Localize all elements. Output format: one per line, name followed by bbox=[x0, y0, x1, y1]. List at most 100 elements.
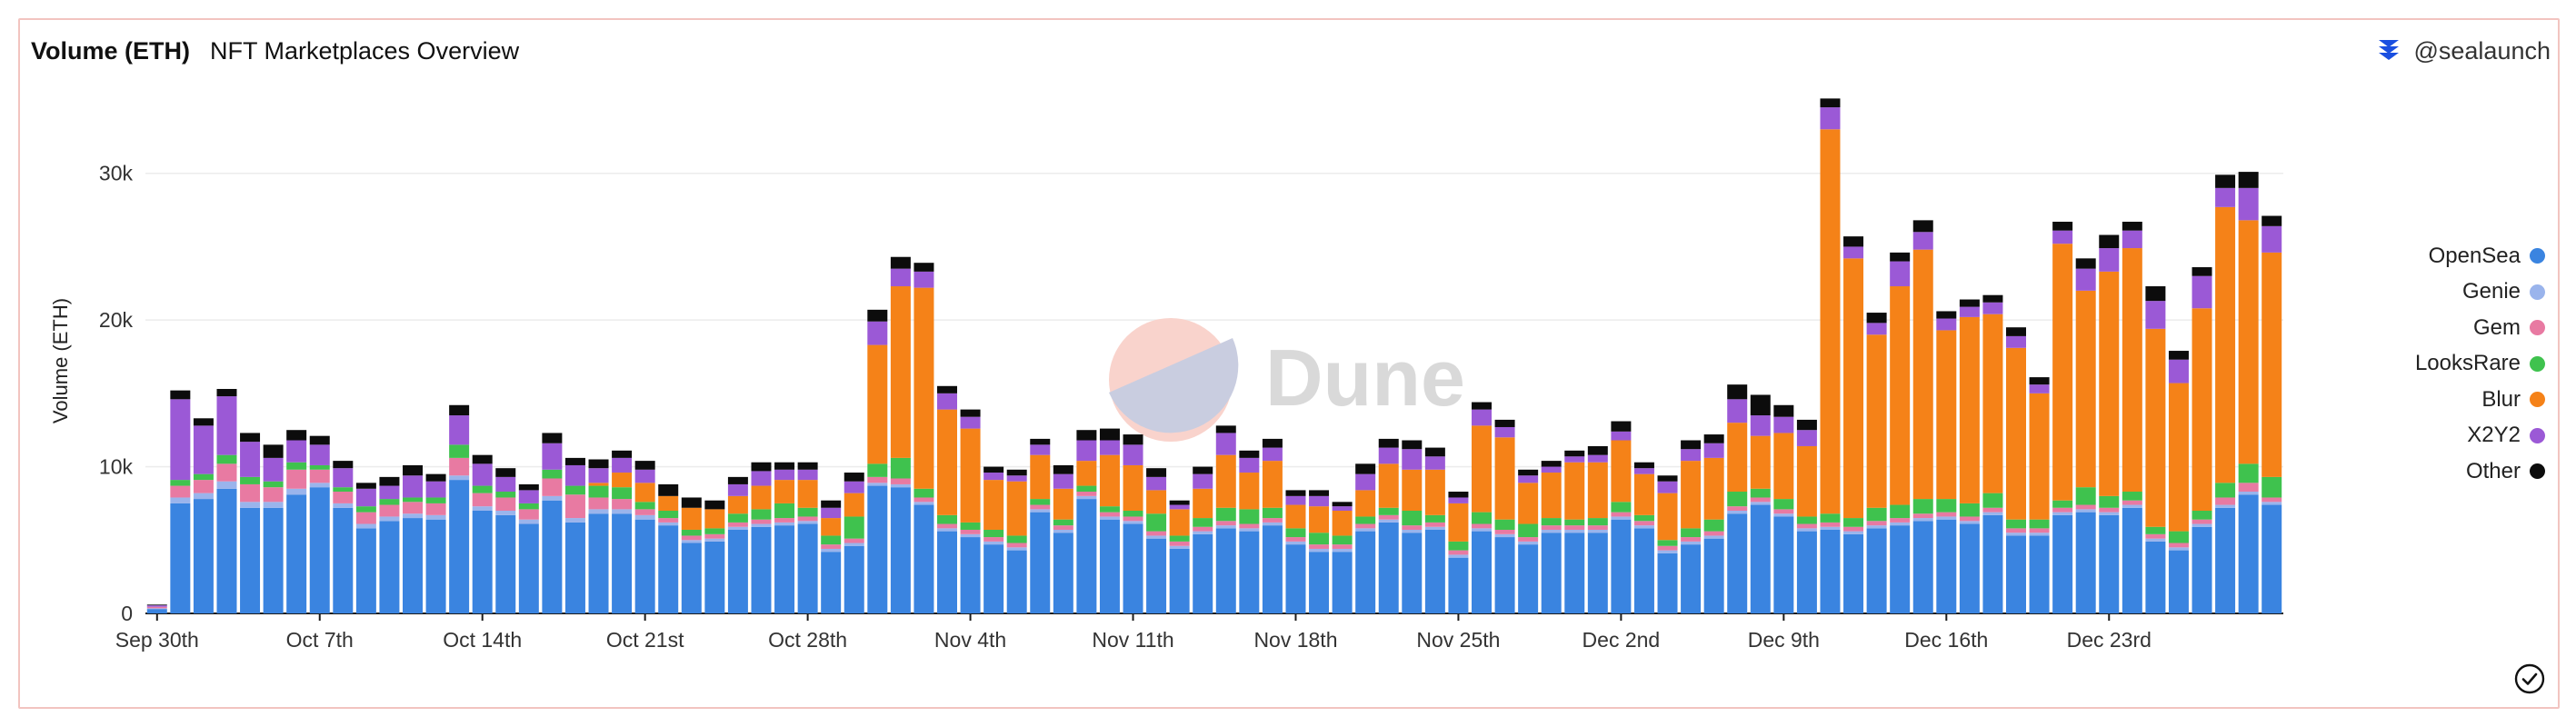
bar-segment-x2y2[interactable] bbox=[1773, 416, 1794, 433]
bar-segment-opensea[interactable] bbox=[495, 514, 516, 613]
bar-segment-blur[interactable] bbox=[1518, 483, 1539, 524]
bar-segment-gem[interactable] bbox=[1076, 492, 1097, 496]
bar-segment-opensea[interactable] bbox=[2168, 550, 2189, 613]
bar-segment-gem[interactable] bbox=[472, 493, 493, 507]
bar-segment-gem[interactable] bbox=[588, 497, 609, 510]
bar-segment-looksrare[interactable] bbox=[193, 473, 214, 481]
bar-stack[interactable] bbox=[1912, 220, 1933, 613]
bar-segment-looksrare[interactable] bbox=[797, 507, 818, 517]
bar-segment-other[interactable] bbox=[1424, 447, 1445, 457]
bar-segment-gem[interactable] bbox=[2052, 507, 2073, 513]
bar-segment-blur[interactable] bbox=[1494, 437, 1515, 520]
bar-segment-gem[interactable] bbox=[1518, 537, 1539, 542]
bar-segment-looksrare[interactable] bbox=[1285, 528, 1306, 538]
bar-segment-opensea[interactable] bbox=[1053, 533, 1073, 613]
bar-segment-looksrare[interactable] bbox=[1611, 502, 1632, 513]
bar-segment-gem[interactable] bbox=[774, 518, 795, 523]
legend-item-gem[interactable]: Gem bbox=[2363, 310, 2545, 346]
bar-segment-looksrare[interactable] bbox=[240, 476, 261, 484]
bar-segment-opensea[interactable] bbox=[1239, 531, 1260, 613]
bar-segment-blur[interactable] bbox=[1146, 490, 1167, 514]
bar-segment-looksrare[interactable] bbox=[1030, 499, 1051, 505]
bar-segment-other[interactable] bbox=[658, 483, 679, 496]
bar-segment-genie[interactable] bbox=[1681, 541, 1702, 545]
legend-item-opensea[interactable]: OpenSea bbox=[2363, 238, 2545, 274]
bar-segment-opensea[interactable] bbox=[704, 541, 725, 613]
bar-stack[interactable] bbox=[1959, 299, 1980, 613]
bar-segment-other[interactable] bbox=[542, 433, 563, 443]
bar-segment-x2y2[interactable] bbox=[216, 396, 237, 455]
bar-segment-opensea[interactable] bbox=[355, 528, 376, 613]
bar-segment-blur[interactable] bbox=[1936, 330, 1957, 500]
bar-segment-opensea[interactable] bbox=[1843, 533, 1864, 613]
bar-segment-looksrare[interactable] bbox=[2192, 511, 2212, 520]
bar-segment-opensea[interactable] bbox=[170, 503, 191, 613]
bar-segment-x2y2[interactable] bbox=[914, 271, 934, 288]
bar-segment-looksrare[interactable] bbox=[1006, 535, 1027, 543]
bar-segment-gem[interactable] bbox=[2075, 504, 2096, 510]
bar-stack[interactable] bbox=[1494, 419, 1515, 613]
bar-stack[interactable] bbox=[170, 390, 191, 613]
bar-segment-blur[interactable] bbox=[1564, 462, 1585, 520]
bar-segment-gem[interactable] bbox=[1309, 544, 1330, 549]
bar-segment-other[interactable] bbox=[1309, 490, 1330, 496]
bar-segment-x2y2[interactable] bbox=[1727, 399, 1748, 423]
bar-segment-opensea[interactable] bbox=[1215, 528, 1236, 613]
bar-segment-gem[interactable] bbox=[914, 497, 934, 503]
bar-segment-gem[interactable] bbox=[403, 502, 423, 514]
bar-segment-looksrare[interactable] bbox=[1123, 511, 1143, 517]
bar-segment-opensea[interactable] bbox=[727, 529, 748, 613]
bar-segment-opensea[interactable] bbox=[1773, 516, 1794, 613]
bar-segment-opensea[interactable] bbox=[286, 494, 307, 613]
bar-segment-looksrare[interactable] bbox=[2238, 463, 2259, 483]
bar-segment-opensea[interactable] bbox=[612, 513, 633, 613]
bar-segment-blur[interactable] bbox=[1215, 454, 1236, 508]
bar-segment-x2y2[interactable] bbox=[170, 399, 191, 481]
bar-segment-genie[interactable] bbox=[1494, 533, 1515, 538]
bar-segment-looksrare[interactable] bbox=[1564, 519, 1585, 526]
bar-segment-genie[interactable] bbox=[193, 493, 214, 500]
bar-stack[interactable] bbox=[1773, 404, 1794, 613]
bar-segment-looksrare[interactable] bbox=[1773, 499, 1794, 510]
bar-segment-other[interactable] bbox=[1146, 468, 1167, 477]
bar-stack[interactable] bbox=[1587, 445, 1608, 613]
bar-segment-x2y2[interactable] bbox=[1866, 323, 1887, 335]
bar-segment-gem[interactable] bbox=[2122, 500, 2142, 505]
bar-segment-opensea[interactable] bbox=[1982, 514, 2003, 613]
bar-segment-looksrare[interactable] bbox=[1703, 519, 1724, 532]
bar-segment-looksrare[interactable] bbox=[425, 497, 446, 503]
bar-segment-looksrare[interactable] bbox=[1494, 519, 1515, 530]
bar-segment-other[interactable] bbox=[1564, 450, 1585, 457]
bar-segment-genie[interactable] bbox=[1402, 529, 1423, 533]
bar-segment-looksrare[interactable] bbox=[1912, 499, 1933, 514]
bar-segment-opensea[interactable] bbox=[216, 488, 237, 613]
bar-segment-looksrare[interactable] bbox=[1982, 493, 2003, 508]
bar-segment-opensea[interactable] bbox=[2238, 494, 2259, 613]
bar-stack[interactable] bbox=[403, 464, 423, 613]
bar-stack[interactable] bbox=[425, 473, 446, 613]
bar-segment-other[interactable] bbox=[2215, 174, 2236, 188]
bar-segment-x2y2[interactable] bbox=[983, 473, 1004, 481]
bar-segment-genie[interactable] bbox=[751, 523, 772, 527]
bar-segment-other[interactable] bbox=[1982, 294, 2003, 303]
bar-segment-looksrare[interactable] bbox=[495, 492, 516, 498]
bar-segment-x2y2[interactable] bbox=[1611, 431, 1632, 441]
bar-segment-blur[interactable] bbox=[1703, 457, 1724, 520]
bar-segment-opensea[interactable] bbox=[449, 480, 470, 613]
bar-stack[interactable] bbox=[2099, 234, 2120, 613]
bar-segment-looksrare[interactable] bbox=[937, 514, 957, 524]
bar-segment-x2y2[interactable] bbox=[844, 481, 864, 493]
legend-item-genie[interactable]: Genie bbox=[2363, 274, 2545, 311]
verified-check-icon[interactable] bbox=[2514, 663, 2545, 699]
bar-segment-gem[interactable] bbox=[1472, 523, 1492, 529]
bar-segment-blur[interactable] bbox=[1796, 445, 1817, 517]
bar-segment-x2y2[interactable] bbox=[612, 457, 633, 473]
bar-segment-blur[interactable] bbox=[2006, 347, 2026, 520]
bar-segment-opensea[interactable] bbox=[1285, 544, 1306, 613]
bar-segment-blur[interactable] bbox=[774, 480, 795, 503]
bar-stack[interactable] bbox=[1611, 421, 1632, 613]
bar-segment-other[interactable] bbox=[1099, 428, 1120, 441]
bar-segment-gem[interactable] bbox=[518, 509, 539, 520]
bar-segment-looksrare[interactable] bbox=[588, 485, 609, 498]
bar-stack[interactable] bbox=[774, 462, 795, 613]
